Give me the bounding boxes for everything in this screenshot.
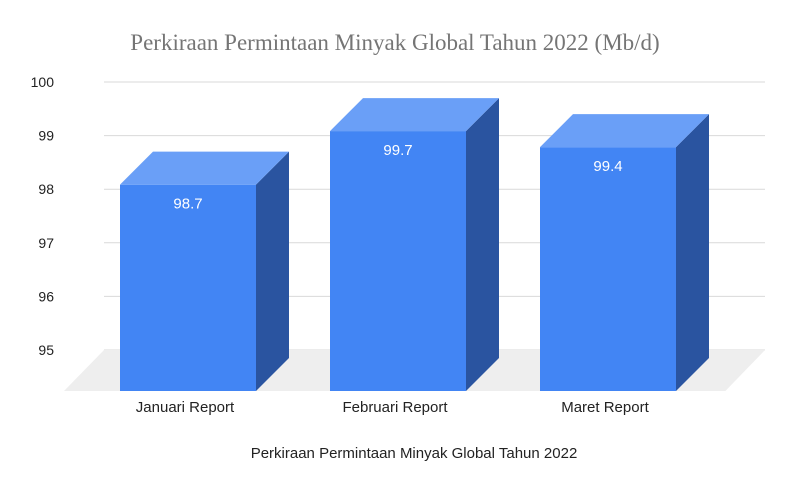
data-label: 99.7 bbox=[383, 142, 412, 159]
y-axis-ticks: 95 96 97 98 99 100 bbox=[31, 74, 55, 358]
bar-front bbox=[540, 147, 676, 391]
x-tick-label: Januari Report bbox=[136, 399, 235, 416]
bar-top bbox=[120, 151, 289, 185]
bar-1: 98.7 bbox=[120, 151, 289, 391]
data-label: 99.4 bbox=[593, 158, 622, 175]
bar-side bbox=[466, 98, 499, 391]
bar-front bbox=[120, 184, 256, 391]
bars: 98.7 99.7 99.4 bbox=[120, 98, 709, 391]
y-tick-label: 99 bbox=[38, 128, 54, 144]
bar-top bbox=[540, 114, 709, 148]
bar-3: 99.4 bbox=[540, 114, 709, 391]
bar-side bbox=[256, 151, 289, 391]
data-label: 98.7 bbox=[173, 196, 202, 213]
chart-title: Perkiraan Permintaan Minyak Global Tahun… bbox=[130, 30, 659, 55]
y-tick-label: 96 bbox=[38, 288, 54, 304]
y-tick-label: 100 bbox=[31, 74, 55, 90]
x-axis-categories: Januari Report Februari Report Maret Repor… bbox=[136, 399, 650, 416]
x-tick-label: Maret Report bbox=[561, 399, 649, 416]
bar-2: 99.7 bbox=[330, 98, 499, 391]
x-tick-label: Februari Report bbox=[342, 399, 448, 416]
y-tick-label: 95 bbox=[38, 342, 54, 358]
bar-top bbox=[330, 98, 499, 132]
y-tick-label: 98 bbox=[38, 181, 54, 197]
y-tick-label: 97 bbox=[38, 235, 54, 251]
x-axis-label: Perkiraan Permintaan Minyak Global Tahun… bbox=[251, 445, 578, 462]
bar-side bbox=[676, 114, 709, 391]
bar-front bbox=[330, 131, 466, 391]
